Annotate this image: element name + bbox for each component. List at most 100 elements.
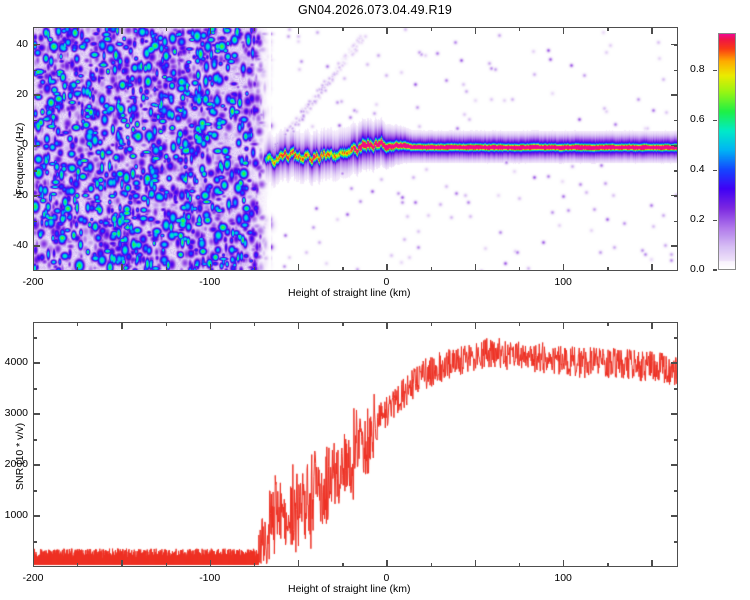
- x-tick-label: -200: [22, 276, 44, 288]
- x-tick-label: -100: [199, 572, 221, 584]
- colorbar-tick-label: 0.4: [690, 163, 705, 176]
- x-tick: [121, 264, 123, 271]
- x-tick: [298, 322, 300, 329]
- colorbar-gradient: [719, 34, 735, 269]
- x-tick: [33, 264, 35, 271]
- x-tick: [563, 322, 565, 329]
- y-tick: [33, 44, 40, 46]
- x-tick: [563, 264, 565, 271]
- y-tick: [33, 464, 40, 466]
- x-tick: [253, 267, 256, 271]
- y-tick: [674, 439, 678, 441]
- x-tick: [298, 27, 300, 34]
- y-tick: [33, 439, 37, 441]
- y-tick: [674, 490, 678, 492]
- x-tick: [474, 264, 477, 271]
- x-tick: [474, 560, 477, 567]
- x-tick: [209, 264, 211, 271]
- x-tick: [651, 264, 653, 271]
- x-tick: [518, 563, 521, 567]
- y-tick-label: 1000: [4, 508, 28, 521]
- y-tick: [33, 541, 37, 543]
- x-tick: [607, 267, 609, 271]
- y-tick: [674, 220, 678, 222]
- x-tick: [253, 322, 256, 326]
- x-tick: [209, 560, 211, 567]
- y-tick-label: 20: [16, 87, 28, 100]
- colorbar-tick-label: 0.6: [690, 113, 705, 126]
- x-tick: [33, 322, 35, 329]
- x-tick: [607, 322, 609, 326]
- y-tick: [33, 94, 40, 96]
- y-tick: [33, 413, 40, 415]
- y-tick: [674, 337, 678, 339]
- x-tick: [253, 563, 256, 567]
- y-tick: [33, 515, 40, 517]
- colorbar-tick: [713, 269, 717, 271]
- colorbar-tick: [713, 219, 717, 221]
- y-tick-label: 40: [16, 37, 28, 50]
- colorbar: [718, 33, 736, 270]
- y-tick: [671, 194, 678, 197]
- y-tick: [671, 515, 678, 517]
- x-tick: [386, 322, 388, 329]
- x-tick: [209, 322, 211, 329]
- colorbar-tick-label: 0.0: [690, 263, 705, 275]
- x-tick: [77, 322, 79, 326]
- y-tick: [33, 490, 37, 492]
- x-tick: [298, 264, 300, 271]
- x-tick: [77, 27, 79, 31]
- x-tick: [121, 322, 123, 329]
- x-tick: [563, 560, 565, 567]
- x-tick: [77, 267, 79, 271]
- x-tick: [430, 27, 432, 31]
- y-tick: [671, 94, 678, 96]
- x-tick: [386, 264, 388, 271]
- x-tick: [518, 267, 521, 271]
- y-tick: [671, 144, 678, 146]
- y-tick: [33, 69, 37, 72]
- y-tick-label: 0: [22, 138, 28, 151]
- x-tick: [607, 27, 609, 31]
- x-tick: [651, 560, 653, 567]
- y-tick: [674, 69, 678, 72]
- y-tick: [33, 170, 37, 172]
- x-tick-label: 100: [554, 572, 572, 584]
- x-tick: [386, 560, 388, 567]
- x-tick: [342, 322, 344, 326]
- y-tick: [33, 144, 40, 146]
- x-tick-label: 0: [383, 572, 390, 584]
- y-tick: [674, 170, 678, 172]
- x-tick: [430, 267, 432, 271]
- y-tick: [671, 413, 678, 415]
- x-tick-label: -100: [199, 276, 221, 288]
- x-tick: [386, 27, 388, 34]
- x-tick: [298, 560, 300, 567]
- y-tick-label: 4000: [4, 355, 28, 368]
- y-tick: [33, 245, 40, 247]
- y-tick: [33, 120, 37, 122]
- snr-canvas: [34, 323, 677, 566]
- x-tick: [165, 322, 167, 326]
- colorbar-tick-label: 0.2: [690, 213, 705, 226]
- y-tick-label: -40: [12, 238, 28, 251]
- x-tick: [474, 322, 477, 329]
- colorbar-tick-label: 0.8: [690, 63, 705, 76]
- snr-plot-area: [33, 322, 678, 567]
- x-tick: [651, 322, 653, 329]
- y-tick: [33, 388, 37, 390]
- x-tick: [563, 27, 565, 34]
- x-tick: [165, 563, 167, 567]
- x-tick: [342, 267, 344, 271]
- y-tick: [671, 44, 678, 46]
- spectrogram-plot-area: [33, 27, 678, 271]
- colorbar-tick: [713, 119, 717, 121]
- y-tick: [671, 464, 678, 466]
- x-tick: [342, 27, 344, 31]
- x-tick: [474, 27, 477, 34]
- spectrogram-ylabel: Frequency (Hz): [14, 122, 26, 195]
- x-tick: [342, 563, 344, 567]
- y-tick: [671, 245, 678, 247]
- y-tick: [674, 388, 678, 390]
- y-tick: [674, 120, 678, 122]
